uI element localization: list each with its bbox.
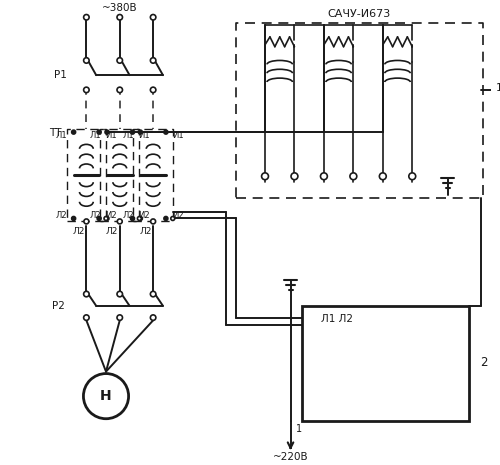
Text: Л1 Л2: Л1 Л2 [320,313,352,324]
Circle shape [138,130,142,134]
Circle shape [164,130,168,134]
Text: И2: И2 [105,211,117,220]
Text: Р1: Р1 [54,70,66,80]
Circle shape [117,315,122,320]
Circle shape [350,173,357,179]
Text: И1: И1 [138,131,150,140]
Text: И2: И2 [138,211,150,220]
Circle shape [291,173,298,179]
Circle shape [97,130,101,134]
Text: Н: Н [100,389,112,403]
Circle shape [117,291,122,297]
Circle shape [84,14,89,20]
Circle shape [380,173,386,179]
Text: 1: 1 [296,424,302,433]
Circle shape [72,130,76,134]
Text: Л2: Л2 [140,227,152,236]
Text: Л2: Л2 [106,227,118,236]
Circle shape [171,217,174,220]
Circle shape [84,87,89,93]
Circle shape [84,58,89,63]
Circle shape [117,58,122,63]
Text: САЧУ-И673: САЧУ-И673 [328,9,391,20]
Circle shape [97,217,101,220]
Circle shape [105,130,109,134]
Text: Л2: Л2 [56,211,68,220]
Text: И2: И2 [172,211,184,220]
Circle shape [105,217,109,220]
Circle shape [104,217,108,220]
Circle shape [150,87,156,93]
Text: ~220В: ~220В [272,452,308,462]
Text: Л1: Л1 [123,131,134,140]
Circle shape [130,130,134,134]
Circle shape [117,14,122,20]
Circle shape [118,219,122,224]
Text: И1: И1 [172,131,184,140]
Circle shape [320,173,328,179]
Circle shape [150,14,156,20]
Circle shape [262,173,268,179]
Text: 1: 1 [496,83,500,93]
Text: Л2: Л2 [90,211,101,220]
Circle shape [150,219,156,224]
Circle shape [84,373,128,418]
Text: Л2: Л2 [72,227,85,236]
Circle shape [138,217,142,220]
Circle shape [150,58,156,63]
Circle shape [84,219,89,224]
Text: И1: И1 [105,131,117,140]
Circle shape [409,173,416,179]
Circle shape [130,217,134,220]
Text: Л1: Л1 [90,131,101,140]
Text: ~380В: ~380В [102,3,138,13]
Circle shape [84,315,89,320]
Text: Л2: Л2 [123,211,134,220]
Text: ТТ: ТТ [49,128,62,138]
Circle shape [84,291,89,297]
Circle shape [164,217,168,220]
Circle shape [72,217,76,220]
Circle shape [117,87,122,93]
Circle shape [138,217,141,220]
Circle shape [150,315,156,320]
Bar [302,306,469,421]
Text: Р2: Р2 [52,301,65,311]
Text: Л1: Л1 [56,131,68,140]
Circle shape [150,291,156,297]
Text: 2: 2 [480,356,488,369]
